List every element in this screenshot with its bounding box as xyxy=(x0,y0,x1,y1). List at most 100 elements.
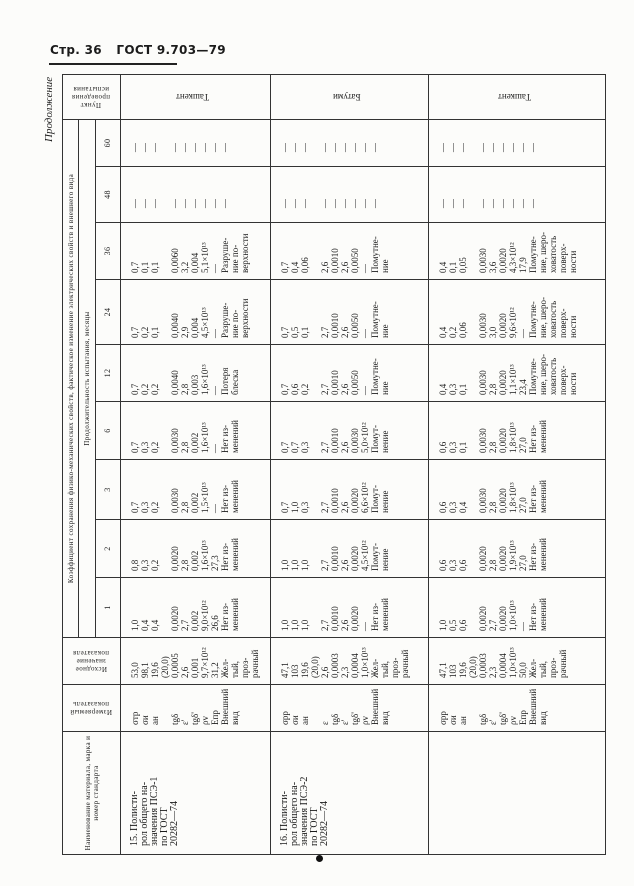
month-6-cell-text: 0,7 0,7 0,3 2,7 0,0010 2,6 0,0030 5,0×10… xyxy=(280,422,390,453)
month-48-cell: — — — — — — — — — xyxy=(428,166,606,223)
page-header: Стр. 36 ГОСТ 9.703—79 xyxy=(50,43,236,57)
header-duration: Продолжительность испытания, месяцы xyxy=(78,119,96,638)
location-cell-text: Ташкент xyxy=(176,91,210,102)
month-24-cell: 0,7 0,2 0,1 0,0040 2,9 0,004 4,5×10¹³ — … xyxy=(120,279,271,345)
header-month-24: 24 xyxy=(95,279,121,345)
month-3-cell-text: 0,6 0,3 0,4 0,0030 2,8 0,0020 1,8×10¹³ 2… xyxy=(438,480,548,513)
month-24-cell-text: 0,7 0,5 0,1 2,7 0,0010 2,6 0,0050 — Пому… xyxy=(280,301,390,338)
month-2-cell: 1,0 1,0 1,0 2,7 0,0010 2,6 0,0020 4,5×10… xyxy=(270,519,429,578)
month-6-cell: 0,7 0,3 0,2 0,0030 2,8 0,002 1,6×10¹³ — … xyxy=(120,401,271,460)
header-indicator: Измеряемый показатель xyxy=(62,684,121,732)
month-36-cell-text: 0,7 0,1 0,1 0,0060 3,2 0,004 5,1×10¹³ — … xyxy=(130,233,250,273)
initial-value-cell: 53,0 98,1 19,6 (20,0) 0,0005 2,6 0,001 9… xyxy=(120,637,271,685)
material-name-cell-text: 16. Полисти- рол общего на- значения ПСЭ… xyxy=(279,776,330,846)
month-3-cell: 0,7 1,0 0,3 2,7 0,0010 2,6 0,0020 6,6×10… xyxy=(270,459,429,520)
header-month-60: 60 xyxy=(95,119,121,167)
month-1-cell: 1,0 0,5 0,6 0,0020 2,7 0,0020 1,0×10¹³ —… xyxy=(428,577,606,638)
table-row: 15. Полисти- рол общего на- значения ПСЭ… xyxy=(120,74,271,855)
month-48-cell: — — — — — — — — — xyxy=(120,166,271,223)
location-cell: Батуми xyxy=(270,74,429,120)
month-60-cell: — — — — — — — — — xyxy=(270,119,429,167)
month-3-cell-text: 0,7 0,3 0,2 0,0030 2,8 0,002 1,5×10¹³ — … xyxy=(130,480,240,513)
month-24-cell-text: 0,7 0,2 0,1 0,0040 2,9 0,004 4,5×10¹³ — … xyxy=(130,298,250,338)
initial-value-cell-text: 53,0 98,1 19,6 (20,0) 0,0005 2,6 0,001 9… xyxy=(130,647,260,678)
month-36-cell: 0,4 0,1 0,05 0,0030 3,6 0,0020 4,3×10¹² … xyxy=(428,222,606,280)
location-cell: Ташкент xyxy=(428,74,606,120)
month-1-cell: 1,0 1,0 1,0 2,7 0,0010 2,6 0,0020 — Нет … xyxy=(270,577,429,638)
month-1-cell-text: 1,0 0,5 0,6 0,0020 2,7 0,0020 1,0×10¹³ —… xyxy=(438,598,548,631)
continuation-label: Продолжение xyxy=(43,76,55,142)
month-12-cell: 0,7 0,2 0,2 0,0040 2,8 0,003 1,6×10¹³ — … xyxy=(120,344,271,402)
initial-value-cell-text: 47,1 103 19,6 (20,0) 2,6 0,0003 2,3 0,00… xyxy=(280,647,410,678)
month-2-cell-text: 1,0 1,0 1,0 2,7 0,0010 2,6 0,0020 4,5×10… xyxy=(280,540,390,571)
month-60-cell: — — — — — — — — — xyxy=(120,119,271,167)
indicator-cell: σрр σи aн tgδ ε' tgδ' ρv Eпр Внешний вид xyxy=(428,684,606,732)
month-48-cell-text: — — — — — — — — — xyxy=(130,199,230,208)
month-2-cell-text: 0,6 0,3 0,6 0,0020 2,8 0,0020 1,9×10¹³ 2… xyxy=(438,538,548,571)
month-6-cell-text: 0,7 0,3 0,2 0,0030 2,8 0,002 1,6×10¹³ — … xyxy=(130,420,240,453)
month-6-cell: 0,7 0,7 0,3 2,7 0,0010 2,6 0,0030 5,0×10… xyxy=(270,401,429,460)
header-month-3: 3 xyxy=(95,459,121,520)
month-48-cell-text: — — — — — — — — — xyxy=(280,199,380,208)
month-12-cell: 0,7 0,6 0,2 2,7 0,0010 2,6 0,0050 — Пому… xyxy=(270,344,429,402)
month-48-cell: — — — — — — — — — xyxy=(270,166,429,223)
month-12-cell-text: 0,7 0,6 0,2 2,7 0,0010 2,6 0,0050 — Пому… xyxy=(280,358,390,395)
header-month-6: 6 xyxy=(95,401,121,460)
table-row: σрр σи aн tgδ ε' tgδ' ρv Eпр Внешний вид… xyxy=(428,74,606,855)
month-12-cell-text: 0,7 0,2 0,2 0,0040 2,8 0,003 1,6×10¹³ — … xyxy=(130,364,240,395)
month-24-cell-text: 0,4 0,2 0,06 0,0030 3,0 0,0020 9,6×10¹² … xyxy=(438,296,578,338)
header-location: Пункт проведения испытания xyxy=(62,74,121,120)
header-month-12: 12 xyxy=(95,344,121,402)
page-number: Стр. 36 xyxy=(50,43,102,57)
month-24-cell: 0,4 0,2 0,06 0,0030 3,0 0,0020 9,6×10¹² … xyxy=(428,279,606,345)
month-3-cell: 0,7 0,3 0,2 0,0030 2,8 0,002 1,5×10¹³ — … xyxy=(120,459,271,520)
month-60-cell-text: — — — — — — — — — xyxy=(438,143,538,152)
month-60-cell: — — — — — — — — — xyxy=(428,119,606,167)
header-coefficient: Коэффициент сохранения физико-механическ… xyxy=(62,119,79,638)
header-initial-text: Исходное значение показателя xyxy=(72,649,109,673)
month-36-cell: 0,7 0,4 0,06 2,6 0,0010 2,6 0,0050 — Пом… xyxy=(270,222,429,280)
location-cell: Ташкент xyxy=(120,74,271,120)
month-1-cell-text: 1,0 0,4 0,4 0,0020 2,7 0,002 9,0×10¹² 26… xyxy=(130,598,240,631)
header-name: Наименование материала, марка и номер ст… xyxy=(62,731,121,855)
header-rule xyxy=(49,63,177,65)
indicator-cell: σрр σи aн ε tgδ ε' tgδ' ρv Внешний вид xyxy=(270,684,429,732)
month-3-cell-text: 0,7 1,0 0,3 2,7 0,0010 2,6 0,0020 6,6×10… xyxy=(280,482,390,513)
rotated-table-container: Наименование материала, марка и номер ст… xyxy=(62,74,606,855)
header-initial: Исходное значение показателя xyxy=(62,637,121,685)
material-name-cell-text xyxy=(429,732,438,854)
results-table: Наименование материала, марка и номер ст… xyxy=(62,74,606,855)
month-60-cell-text: — — — — — — — — — xyxy=(280,143,380,152)
header-location-text: Пункт проведения испытания xyxy=(71,84,110,109)
page-dot xyxy=(316,855,323,862)
month-24-cell: 0,7 0,5 0,1 2,7 0,0010 2,6 0,0050 — Пому… xyxy=(270,279,429,345)
indicator-cell-text: σтр σи aн tgδ ε' tgδ' ρv Eпр Внешний вид xyxy=(130,688,240,725)
month-36-cell-text: 0,7 0,4 0,06 2,6 0,0010 2,6 0,0050 — Пом… xyxy=(280,236,390,273)
material-name-cell-text: 15. Полисти- рол общего на- значения ПСЭ… xyxy=(129,776,180,846)
initial-value-cell: 47,1 103 19,6 (20,0) 2,6 0,0003 2,3 0,00… xyxy=(270,637,429,685)
header-month-36: 36 xyxy=(95,222,121,280)
month-6-cell: 0,6 0,3 0,1 0,0030 2,8 0,0020 1,8×10¹³ 2… xyxy=(428,401,606,460)
indicator-cell-text: σрр σи aн tgδ ε' tgδ' ρv Eпр Внешний вид xyxy=(438,688,548,725)
month-1-cell: 1,0 0,4 0,4 0,0020 2,7 0,002 9,0×10¹² 26… xyxy=(120,577,271,638)
month-36-cell: 0,7 0,1 0,1 0,0060 3,2 0,004 5,1×10¹³ — … xyxy=(120,222,271,280)
indicator-cell-text: σрр σи aн ε tgδ ε' tgδ' ρv Внешний вид xyxy=(280,688,390,725)
standard-number: ГОСТ 9.703—79 xyxy=(116,43,226,57)
location-cell-text: Ташкент xyxy=(497,91,532,102)
header-month-2: 2 xyxy=(95,519,121,578)
month-48-cell-text: — — — — — — — — — xyxy=(438,199,538,208)
table-row: 16. Полисти- рол общего на- значения ПСЭ… xyxy=(270,74,429,855)
month-12-cell-text: 0,4 0,3 0,1 0,0030 2,8 0,0020 1,1×10¹³ 2… xyxy=(438,353,578,395)
material-name-cell: 15. Полисти- рол общего на- значения ПСЭ… xyxy=(120,731,271,855)
month-1-cell-text: 1,0 1,0 1,0 2,7 0,0010 2,6 0,0020 — Нет … xyxy=(280,598,390,631)
month-3-cell: 0,6 0,3 0,4 0,0030 2,8 0,0020 1,8×10¹³ 2… xyxy=(428,459,606,520)
initial-value-cell: 47,1 103 19,6 (20,0) 0,0003 2,3 0,0004 1… xyxy=(428,637,606,685)
month-60-cell-text: — — — — — — — — — xyxy=(130,143,230,152)
location-cell-text: Батуми xyxy=(333,91,361,102)
header-indicator-text: Измеряемый показатель xyxy=(69,700,112,716)
material-name-cell xyxy=(428,731,606,855)
indicator-cell: σтр σи aн tgδ ε' tgδ' ρv Eпр Внешний вид xyxy=(120,684,271,732)
material-name-cell: 16. Полисти- рол общего на- значения ПСЭ… xyxy=(270,731,429,855)
month-12-cell: 0,4 0,3 0,1 0,0030 2,8 0,0020 1,1×10¹³ 2… xyxy=(428,344,606,402)
month-2-cell-text: 0,8 0,3 0,2 0,0020 2,8 0,002 1,6×10¹³ 27… xyxy=(130,538,240,571)
